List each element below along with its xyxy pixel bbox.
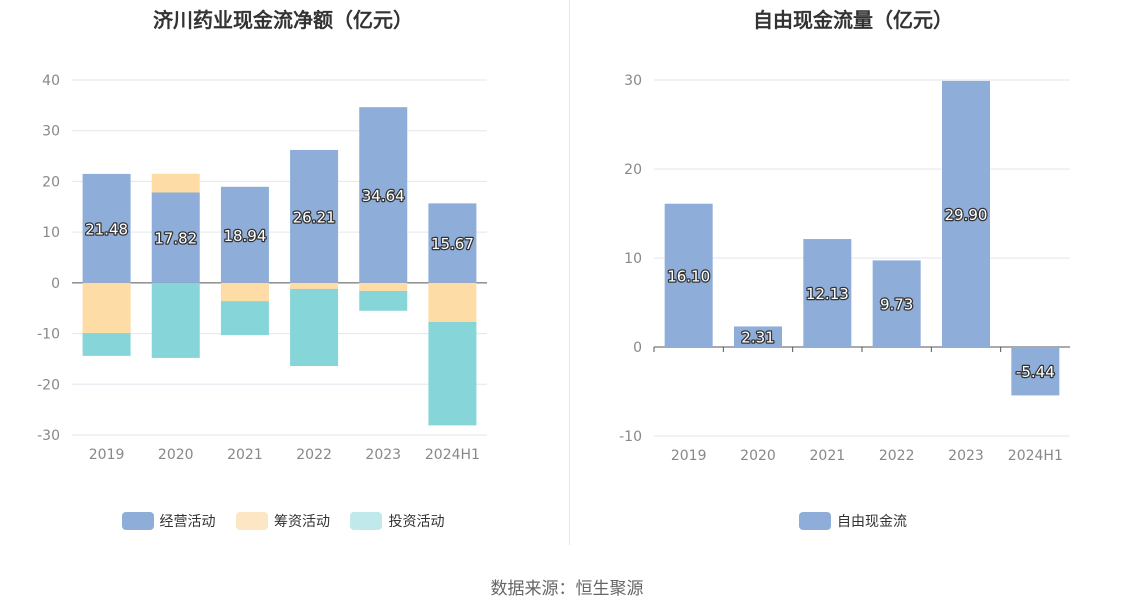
cash-flow-legend: 经营活动 筹资活动 投资活动 xyxy=(0,511,566,534)
bar-投资活动-2021 xyxy=(220,301,269,336)
bar-经营活动-2021 xyxy=(220,186,269,283)
free-cash-flow-chart: 30 20 10 0 -10 2019 2020 2021 2022 2023 2024H1 16.1… xyxy=(619,73,1070,464)
cash-flow-chart: 40 30 20 10 0 -10 -20 -30 2019 2020 2021 2022 2023 20… xyxy=(37,73,487,463)
y-tick-label: 10 xyxy=(42,225,60,241)
data-source-footer: 数据来源：恒生聚源 xyxy=(490,579,644,599)
bar-投资活动-2019 xyxy=(82,333,131,356)
y-tick-label: -10 xyxy=(37,327,60,343)
bar-经营活动-2020 xyxy=(151,192,200,283)
data-label: 29.90 xyxy=(945,206,988,224)
data-label: 2.31 xyxy=(741,329,774,347)
bar-经营活动-2019 xyxy=(82,173,131,283)
bar-经营活动-2024H1 xyxy=(428,203,477,283)
data-label: 21.48 xyxy=(85,220,128,238)
data-label: 34.64 xyxy=(362,187,405,205)
data-label: 17.82 xyxy=(154,230,197,248)
cash-flow-chart-panel: 济川药业现金流净额（亿元） 40 30 20 10 0 -10 -20 -30 2019 2020… xyxy=(0,0,566,545)
bar-自由现金流-2019 xyxy=(664,203,713,347)
x-tick-label: 2022 xyxy=(296,447,332,463)
data-label: -5.44 xyxy=(1016,363,1055,381)
legend-label-operating: 经营活动 xyxy=(159,514,216,530)
bar-经营活动-2023 xyxy=(359,107,408,283)
legend-swatch-investing xyxy=(350,512,383,530)
legend-label-financing: 筹资活动 xyxy=(274,514,330,530)
data-label: 26.21 xyxy=(293,208,336,226)
data-label: 16.10 xyxy=(667,267,710,285)
bar-经营活动-2022 xyxy=(290,149,339,283)
panel-divider xyxy=(569,0,570,545)
x-tick-label: 2021 xyxy=(810,448,846,464)
bar-筹资活动-2021 xyxy=(220,282,269,302)
y-tick-label: 40 xyxy=(42,73,60,89)
x-tick-label: 2024H1 xyxy=(1008,448,1063,464)
bar-筹资活动-2022 xyxy=(290,282,339,289)
x-tick-label: 2019 xyxy=(671,448,707,464)
data-label: 15.67 xyxy=(431,235,474,253)
legend-swatch-free-cash-flow xyxy=(799,512,831,530)
bar-自由现金流-2020 xyxy=(734,326,782,347)
free-cash-flow-legend: 自由现金流 xyxy=(572,511,1134,534)
y-tick-label: 30 xyxy=(624,73,642,89)
y-tick-label: 0 xyxy=(633,340,642,356)
legend-label-investing: 投资活动 xyxy=(388,514,445,530)
bar-投资活动-2023 xyxy=(359,290,408,311)
x-tick-label: 2020 xyxy=(158,447,194,463)
bar-投资活动-2020 xyxy=(151,282,200,358)
legend-item-financing[interactable]: 筹资活动 xyxy=(236,511,330,531)
x-tick-label: 2023 xyxy=(948,448,984,464)
legend-swatch-operating xyxy=(121,512,154,530)
data-label: 9.73 xyxy=(880,296,913,314)
x-tick-label: 2019 xyxy=(89,447,125,463)
y-tick-label: -30 xyxy=(37,428,60,444)
y-tick-label: 30 xyxy=(42,124,60,140)
cash-flow-chart-title: 济川药业现金流净额（亿元） xyxy=(153,8,413,32)
bar-自由现金流-2022 xyxy=(872,260,921,347)
y-tick-label: 10 xyxy=(624,251,642,267)
bar-筹资活动-2023 xyxy=(359,282,408,291)
bar-投资活动-2024H1 xyxy=(428,321,477,426)
bar-筹资活动-2019 xyxy=(82,282,131,334)
x-tick-label: 2021 xyxy=(227,447,263,463)
y-tick-label: 20 xyxy=(42,174,60,190)
y-tick-label: 20 xyxy=(624,162,642,178)
data-label: 18.94 xyxy=(223,227,266,245)
legend-item-investing[interactable]: 投资活动 xyxy=(350,511,444,531)
free-cash-flow-chart-panel: 自由现金流量（亿元） 30 20 10 0 -10 2019 2020 2021 2022 202… xyxy=(572,0,1134,545)
legend-label-free-cash-flow: 自由现金流 xyxy=(837,514,907,530)
bar-自由现金流-2024H1 xyxy=(1011,347,1060,396)
bar-自由现金流-2023 xyxy=(942,80,990,347)
x-tick-label: 2020 xyxy=(740,448,776,464)
y-tick-label: -20 xyxy=(37,377,60,393)
legend-swatch-financing xyxy=(236,512,268,530)
bar-自由现金流-2021 xyxy=(803,239,852,347)
x-tick-label: 2024H1 xyxy=(425,447,480,463)
free-cash-flow-chart-title: 自由现金流量（亿元） xyxy=(753,8,953,32)
data-label: 12.13 xyxy=(806,285,849,303)
y-tick-label: -10 xyxy=(619,429,642,445)
bar-筹资活动-2024H1 xyxy=(428,282,477,322)
bar-筹资活动-2020 xyxy=(151,173,200,193)
bar-投资活动-2022 xyxy=(290,288,339,367)
x-tick-label: 2022 xyxy=(879,448,915,464)
x-tick-label: 2023 xyxy=(365,447,401,463)
legend-item-free-cash-flow[interactable]: 自由现金流 xyxy=(799,511,907,531)
y-tick-label: 0 xyxy=(51,276,60,292)
legend-item-operating[interactable]: 经营活动 xyxy=(121,511,216,531)
